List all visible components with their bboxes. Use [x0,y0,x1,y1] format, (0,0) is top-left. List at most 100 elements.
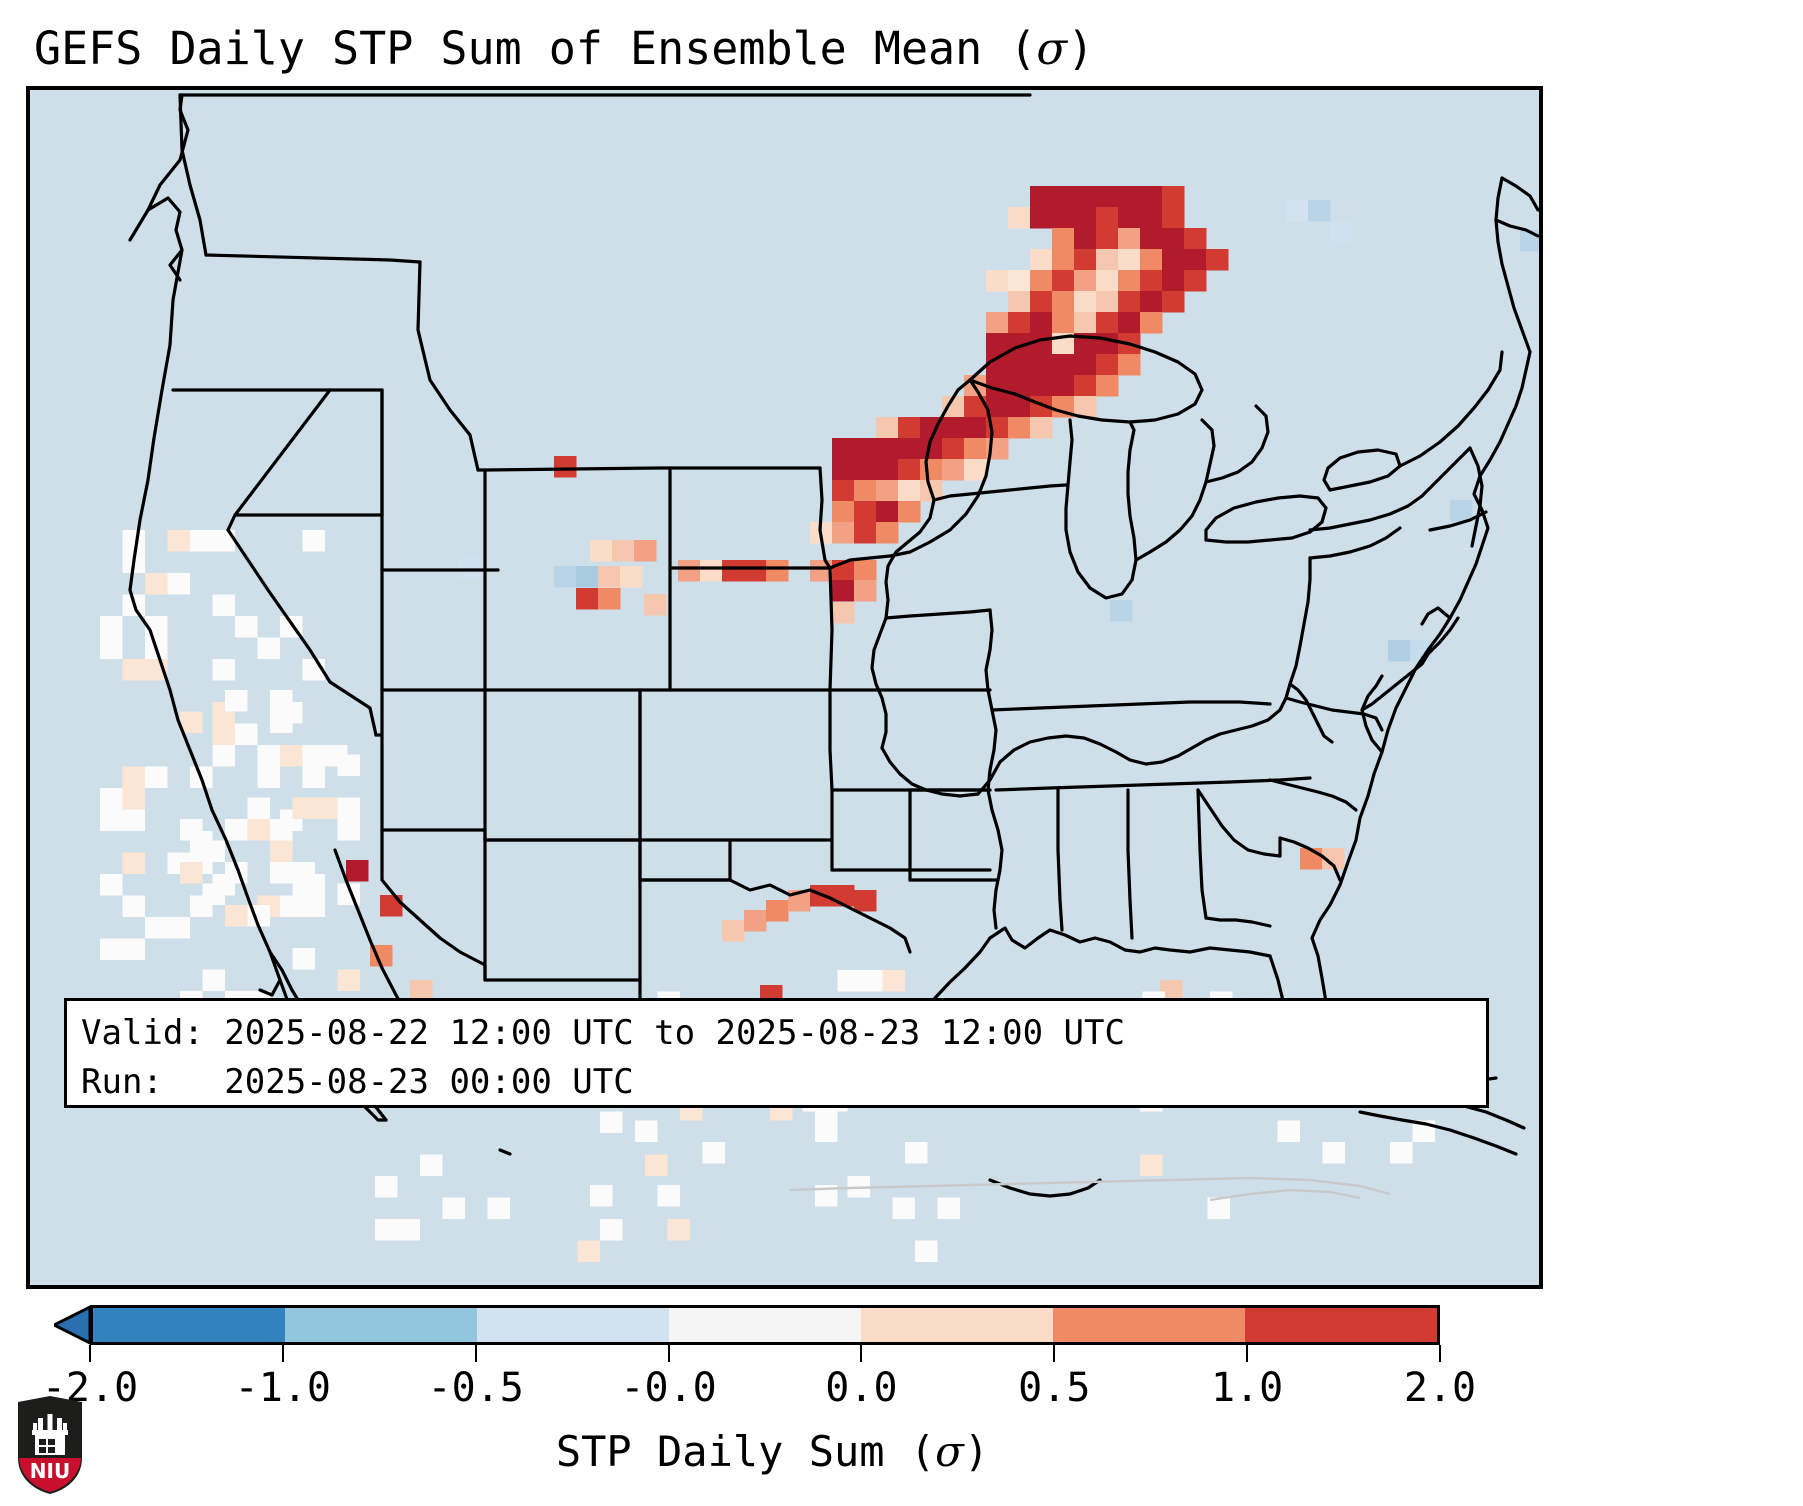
colorbar-tick-label-7: 2.0 [1403,1365,1477,1411]
heatmap-cell [1096,207,1119,229]
colorbar-tick-label-2: -0.5 [427,1365,524,1411]
heatmap-cell [1052,396,1075,418]
heatmap-cell [1052,291,1075,313]
heatmap-cell [302,745,325,767]
heatmap-cell [986,438,1009,460]
valid-line: Valid: 2025-08-22 12:00 UTC to 2025-08-2… [81,1013,1125,1053]
heatmap-cell [145,766,168,788]
heatmap-cell [1277,1120,1300,1142]
heatmap-cell [554,456,577,478]
heatmap-cell [942,438,965,460]
colorbar-label-prefix: STP Daily Sum ( [555,1427,936,1476]
title-suffix: ) [1067,22,1095,75]
heatmap-cell [420,1154,443,1176]
heatmap-cell [122,895,145,917]
heatmap-cell [1330,221,1353,243]
heatmap-cell [1074,312,1097,334]
heatmap-cell [145,917,168,939]
heatmap-cell [337,797,360,819]
heatmap-cell [247,797,270,819]
heatmap-cell [122,852,145,874]
heatmap-cell [1118,249,1141,271]
heatmap-cell [247,819,270,841]
heatmap-cell [397,1219,420,1241]
heatmap-cell [667,1219,690,1241]
heatmap-cell [1162,291,1185,313]
heatmap-cell [337,754,360,776]
heatmap-cell [202,969,225,991]
heatmap-cell [964,417,987,439]
colorbar-segment-6 [1245,1308,1437,1342]
colorbar-tick-6 [1246,1345,1249,1362]
heatmap-cell [1030,291,1053,313]
heatmap-cell [167,573,190,595]
heatmap-cell [854,501,877,523]
heatmap-cell [1308,200,1331,222]
heatmap-cell [1140,186,1163,208]
heatmap-cell [122,938,145,960]
heatmap-cell [122,788,145,810]
heatmap-cell [1110,600,1133,622]
heatmap-cell [257,766,280,788]
heatmap-cell [122,659,145,681]
heatmap-cell [180,819,203,841]
heatmap-cell [964,459,987,481]
heatmap-cell [810,885,833,907]
heatmap-cell [1118,186,1141,208]
heatmap-cell [847,1176,870,1198]
heatmap-cell [1118,312,1141,334]
heatmap-cell [225,819,248,841]
heatmap-cell [1207,1197,1230,1219]
heatmap-cell [458,558,481,580]
heatmap-cell [1052,375,1075,397]
heatmap-cell [986,417,1009,439]
heatmap-cell [225,862,248,884]
info-box: Valid: 2025-08-22 12:00 UTC to 2025-08-2… [64,998,1489,1108]
heatmap-cell [876,522,899,544]
heatmap-cell [270,840,293,862]
heatmap-cell [247,905,270,927]
colorbar-sigma-symbol: σ [935,1427,964,1476]
heatmap-cell [612,540,635,562]
heatmap-cell [280,745,303,767]
heatmap-cell [854,480,877,502]
heatmap-cell [1052,228,1075,250]
heatmap-cell [167,917,190,939]
heatmap-cell [122,594,145,616]
heatmap-cell [700,560,723,582]
heatmap-cell [145,616,168,638]
heatmap-cell [487,1197,510,1219]
heatmap-cell [1074,354,1097,376]
heatmap-cell [837,970,860,992]
heatmap-cell [1118,354,1141,376]
heatmap-cell [1074,375,1097,397]
heatmap-cell [920,480,943,502]
heatmap-cell [854,522,877,544]
heatmap-cell [346,860,369,882]
heatmap-cell [576,566,599,588]
heatmap-cell [854,890,877,912]
heatmap-cell [315,797,338,819]
heatmap-cell [190,530,213,552]
heatmap-cell [1096,249,1119,271]
heatmap-cell [876,417,899,439]
heatmap-cell [302,766,325,788]
heatmap-cell [1030,417,1053,439]
heatmap-cell [180,711,203,733]
colorbar-tick-label-4: 0.0 [825,1365,898,1411]
heatmap-cell [876,480,899,502]
heatmap-cell [860,970,883,992]
heatmap-cell [937,1197,960,1219]
heatmap-cell [1286,200,1309,222]
heatmap-cell [1008,312,1031,334]
heatmap-cell [1162,186,1185,208]
heatmap-cell [702,1142,725,1164]
heatmap-cell [212,659,235,681]
heatmap-cell [810,522,833,544]
heatmap-cell [1162,207,1185,229]
heatmap-cell [832,501,855,523]
heatmap-cell [788,890,811,912]
heatmap-cell [1118,333,1141,355]
heatmap-cell [180,862,203,884]
heatmap-cell [905,1142,928,1164]
